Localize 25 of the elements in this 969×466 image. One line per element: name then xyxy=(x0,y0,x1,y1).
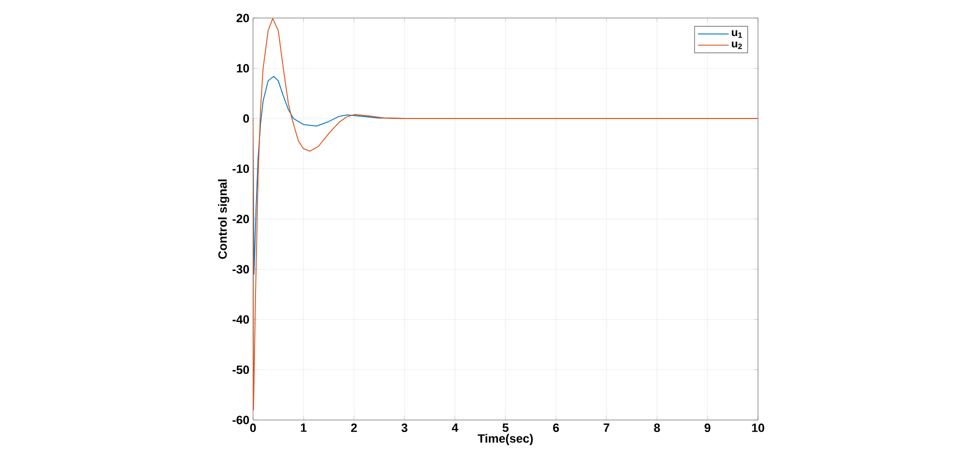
x-axis-title: Time(sec) xyxy=(478,434,533,446)
x-tick-label: 5 xyxy=(502,424,509,432)
x-tick-label: 1 xyxy=(300,424,307,432)
y-tick-label: 10 xyxy=(236,64,249,72)
y-tick-label: 20 xyxy=(236,14,249,22)
y-axis-title: Control signal xyxy=(218,180,230,259)
x-tick-label: 2 xyxy=(351,424,357,432)
x-tick-label: 10 xyxy=(752,424,764,432)
x-tick-label: 8 xyxy=(654,424,660,432)
y-tick-label: -60 xyxy=(232,416,249,424)
y-tick-label: 0 xyxy=(243,114,249,123)
legend-label: u$_{2}$ xyxy=(732,42,742,50)
line-series xyxy=(253,18,758,410)
x-tick-label: 4 xyxy=(452,424,458,432)
y-tick-label: -30 xyxy=(232,265,249,274)
y-tick-label: -20 xyxy=(232,214,249,224)
x-tick-label: 3 xyxy=(401,424,408,432)
legend-label: u$_{1}$ xyxy=(732,30,742,38)
y-tick-label: -10 xyxy=(232,164,249,173)
x-tick-label: 6 xyxy=(553,424,559,432)
x-tick-label: 9 xyxy=(704,424,710,432)
y-tick-label: -40 xyxy=(232,315,249,324)
x-tick-label: 0 xyxy=(250,424,256,432)
x-tick-label: 7 xyxy=(604,424,610,432)
y-tick-label: -50 xyxy=(232,366,249,374)
